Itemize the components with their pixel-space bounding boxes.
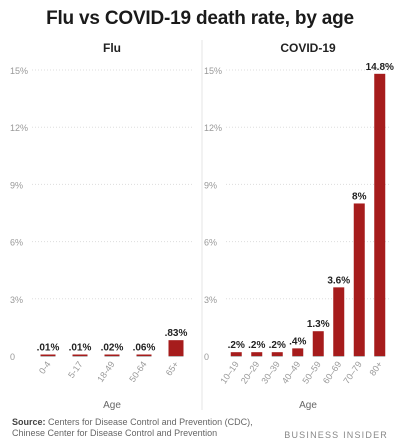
bar — [271, 352, 283, 356]
y-tick-label: 6% — [204, 238, 217, 248]
bar-value-label: .2% — [228, 340, 245, 351]
panel-title: Flu — [103, 41, 121, 55]
bar-value-label: .83% — [165, 328, 188, 339]
bar-value-label: 14.8% — [366, 62, 394, 73]
bar-value-label: .01% — [37, 343, 60, 354]
bar — [104, 354, 120, 356]
x-tick-label: 50-64 — [127, 359, 148, 384]
x-tick-label: 70–79 — [341, 359, 364, 385]
chart-title: Flu vs COVID-19 death rate, by age — [46, 8, 354, 29]
y-tick-label: 0 — [10, 352, 15, 362]
x-tick-label: 80+ — [367, 359, 384, 377]
y-tick-label: 3% — [204, 295, 217, 305]
y-tick-label: 12% — [10, 123, 28, 133]
bar-value-label: 1.3% — [307, 319, 330, 330]
source-note: Source: Centers for Disease Control and … — [12, 417, 253, 439]
x-tick-label: 18-49 — [95, 359, 116, 384]
x-tick-label: 30–39 — [259, 359, 282, 385]
source-text-2: Chinese Center for Disease Control and P… — [12, 428, 218, 438]
bar — [230, 352, 242, 356]
y-tick-label: 3% — [10, 295, 23, 305]
bar-value-label: 8% — [352, 191, 367, 202]
source-text-1: Centers for Disease Control and Preventi… — [48, 417, 253, 427]
bar-value-label: .2% — [269, 340, 286, 351]
bar-value-label: .4% — [289, 336, 306, 347]
brand-logo: BUSINESS INSIDER — [284, 430, 388, 440]
y-tick-label: 15% — [204, 66, 222, 76]
x-tick-label: 5-17 — [66, 359, 85, 379]
x-tick-label: 0-4 — [37, 359, 53, 375]
bar-value-label: .02% — [101, 343, 124, 354]
x-axis-title: Age — [103, 400, 121, 411]
x-axis-title: Age — [299, 400, 317, 411]
x-tick-label: 40–49 — [280, 359, 303, 385]
source-label: Source: — [12, 417, 46, 427]
bar — [333, 287, 345, 356]
bar-value-label: .01% — [69, 343, 92, 354]
bar-value-label: .2% — [248, 340, 265, 351]
panel-title: COVID-19 — [280, 41, 336, 55]
x-tick-label: 60–69 — [321, 359, 344, 385]
bar — [72, 354, 88, 356]
bar — [374, 73, 386, 357]
y-tick-label: 9% — [204, 180, 217, 190]
y-tick-label: 12% — [204, 123, 222, 133]
y-tick-label: 0 — [204, 352, 209, 362]
bar — [353, 203, 365, 356]
y-tick-label: 9% — [10, 180, 23, 190]
x-tick-label: 10–19 — [218, 359, 241, 385]
bar — [312, 331, 324, 356]
bar-value-label: 3.6% — [327, 275, 350, 286]
bar-value-label: .06% — [133, 343, 156, 354]
y-tick-label: 6% — [10, 238, 23, 248]
bar — [40, 354, 56, 356]
x-tick-label: 50–59 — [300, 359, 323, 385]
bar — [168, 340, 184, 356]
x-tick-label: 65+ — [164, 359, 181, 377]
bar — [292, 348, 304, 356]
bar — [251, 352, 263, 356]
y-tick-label: 15% — [10, 66, 28, 76]
x-tick-label: 20–29 — [239, 359, 262, 385]
bar — [136, 354, 152, 356]
